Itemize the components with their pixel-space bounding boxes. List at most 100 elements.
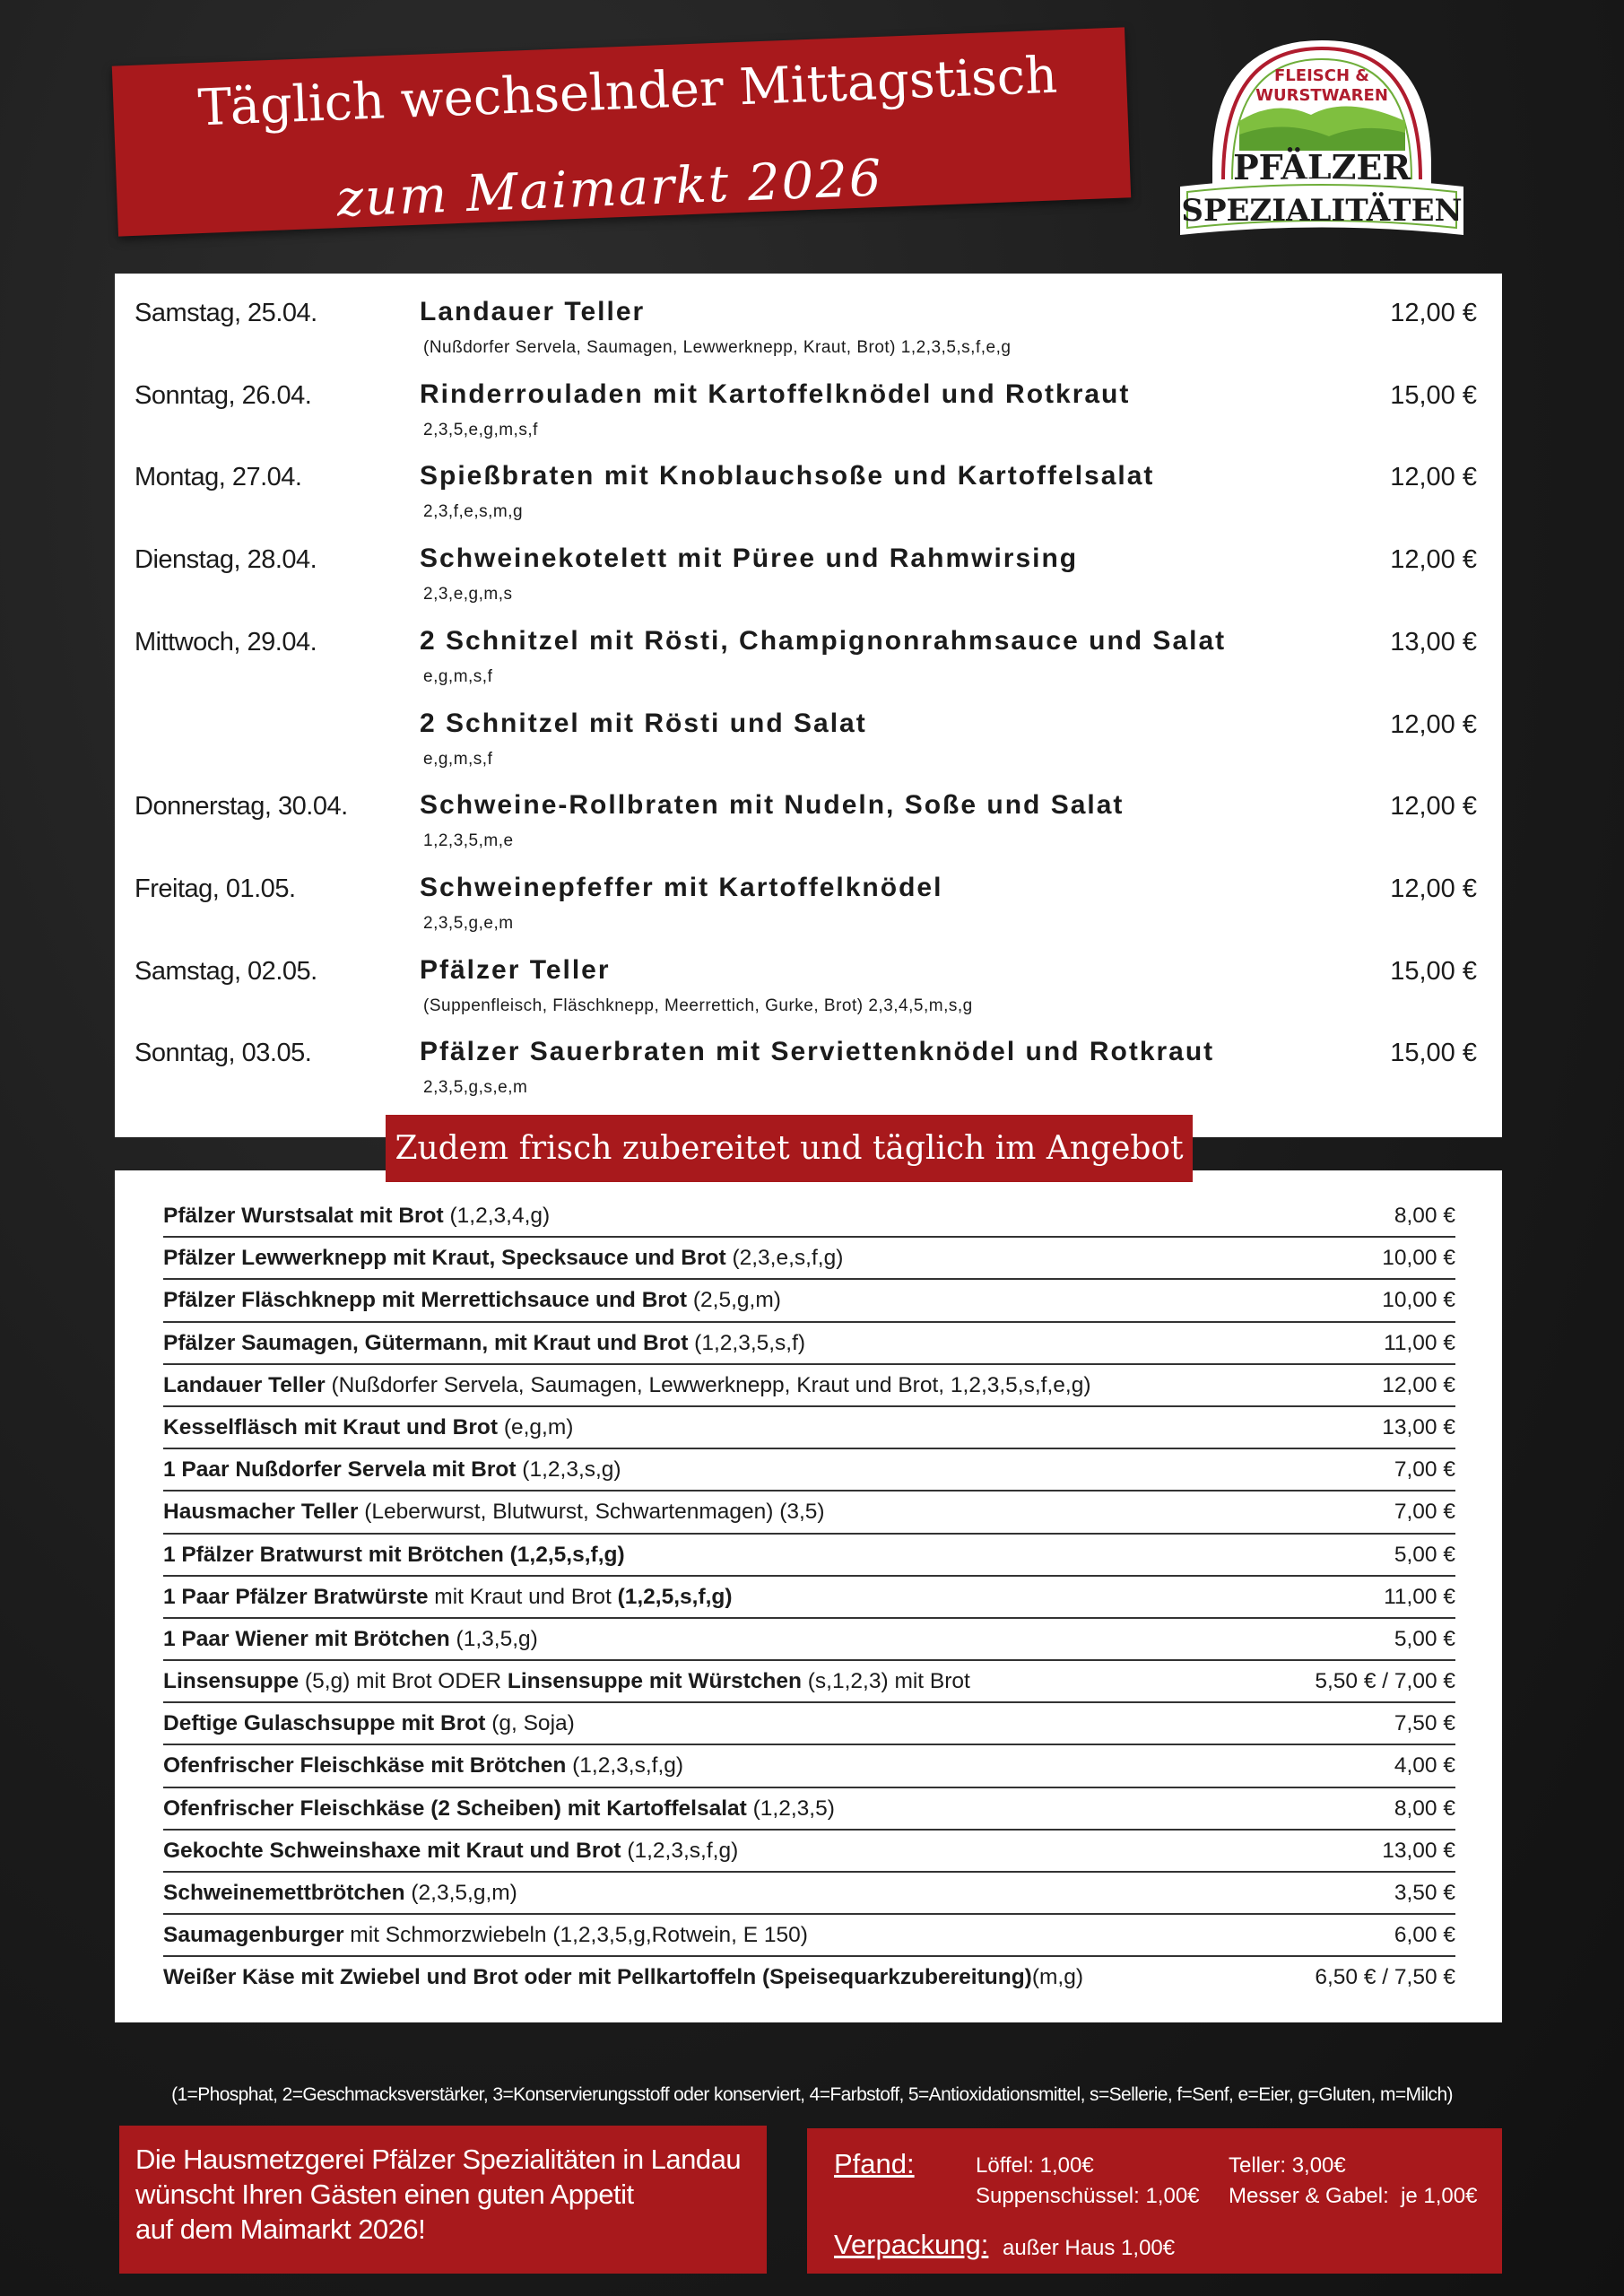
menu-item-name: 1 Pfälzer Bratwurst mit Brötchen (1,2,5,… xyxy=(163,1535,625,1575)
item-name-bold: Linsensuppe xyxy=(163,1669,300,1694)
day-date: Montag, 27.04. xyxy=(135,463,302,492)
item-name-bold: Pfälzer Lewwerknepp mit Kraut, Specksauc… xyxy=(163,1246,726,1271)
menu-item-name: Saumagenburger mit Schmorzwiebeln (1,2,3… xyxy=(163,1915,808,1955)
dish-name: Schweinepfeffer mit Kartoffelknödel xyxy=(420,872,943,902)
item-name-bold: 1 Paar Wiener mit Brötchen xyxy=(163,1626,450,1651)
dish-details: e,g,m,s,f xyxy=(423,666,493,686)
menu-item-name: Pfälzer Lewwerknepp mit Kraut, Specksauc… xyxy=(163,1238,843,1278)
dish-name: Rinderrouladen mit Kartoffelknödel und R… xyxy=(420,378,1131,409)
menu-item-price: 13,00 € xyxy=(1382,1414,1455,1439)
menu-item-name: 1 Paar Nußdorfer Servela mit Brot (1,2,3… xyxy=(163,1449,621,1490)
item-allergens: (1,3,5,g) xyxy=(449,1626,538,1651)
menu-item: Schweinemettbrötchen (2,3,5,g,m) 3,50 € xyxy=(163,1873,1455,1916)
day-date: Dienstag, 28.04. xyxy=(135,545,317,575)
item-name-bold: Pfälzer Wurstsalat mit Brot xyxy=(163,1204,444,1228)
menu-item-price: 11,00 € xyxy=(1384,1584,1455,1609)
menu-item: Deftige Gulaschsuppe mit Brot (g, Soja) 7… xyxy=(163,1703,1455,1746)
day-date: Samstag, 02.05. xyxy=(135,956,317,986)
item-name-bold: Saumagenburger xyxy=(163,1923,344,1948)
dish-details: 2,3,f,e,s,m,g xyxy=(423,502,524,522)
menu-item: Hausmacher Teller (Leberwurst, Blutwurst… xyxy=(163,1492,1455,1535)
item-name-bold: Pfälzer Saumagen, Gütermann, mit Kraut u… xyxy=(163,1330,689,1355)
allergen-legend: (1=Phosphat, 2=Geschmacksverstärker, 3=K… xyxy=(171,2084,1453,2105)
menu-item-name: Ofenfrischer Fleischkäse (2 Scheiben) mi… xyxy=(163,1788,835,1829)
dish-price: 13,00 € xyxy=(1390,627,1477,657)
menu-item-name: Ofenfrischer Fleischkäse mit Brötchen (1… xyxy=(163,1745,683,1786)
dish-price: 12,00 € xyxy=(1390,299,1477,327)
dish-price: 12,00 € xyxy=(1390,545,1477,575)
day-date: Donnerstag, 30.04. xyxy=(135,792,348,822)
dish-price: 15,00 € xyxy=(1390,1039,1477,1068)
menu-item-price: 4,00 € xyxy=(1394,1753,1455,1779)
item-allergens: (1,2,3,s,g) xyxy=(516,1457,621,1483)
menu-item-name: 1 Paar Pfälzer Bratwürste mit Kraut und … xyxy=(163,1577,733,1617)
menu-item-name: Pfälzer Fläschknepp mit Merrettichsauce … xyxy=(163,1280,781,1320)
daily-menu-row: Donnerstag, 30.04. Schweine-Rollbraten mi… xyxy=(135,767,1477,851)
dish-name: Pfälzer Teller xyxy=(420,954,611,985)
menu-item-price: 10,00 € xyxy=(1382,1246,1455,1271)
item-name-bold: Landauer Teller xyxy=(163,1372,326,1397)
item-allergens: (Leberwurst, Blutwurst, Schwartenmagen) … xyxy=(358,1500,825,1525)
dish-details: 1,2,3,5,m,e xyxy=(423,831,514,851)
item-allergens: mit Kraut und Brot xyxy=(428,1584,618,1609)
daily-menu-row: Sonntag, 26.04. Rinderrouladen mit Kartof… xyxy=(135,356,1477,439)
dish-details: 2,3,5,e,g,m,s,f xyxy=(423,420,538,439)
menu-item-price: 10,00 € xyxy=(1382,1288,1455,1313)
standard-menu-list: Pfälzer Wurstsalat mit Brot (1,2,3,4,g) 8… xyxy=(163,1196,1455,2000)
menu-item-price: 12,00 € xyxy=(1382,1372,1455,1397)
dish-name: Schweinekotelett mit Püree und Rahmwirsi… xyxy=(420,544,1079,574)
menu-item-name: Linsensuppe (5,g) mit Brot ODER Linsensu… xyxy=(163,1661,970,1701)
dish-name: 2 Schnitzel mit Rösti, Champignonrahmsau… xyxy=(420,625,1227,656)
menu-item-price: 5,50 € / 7,00 € xyxy=(1315,1669,1455,1694)
item-allergens: (5,g) mit Brot ODER xyxy=(299,1669,508,1694)
dish-name: Landauer Teller xyxy=(420,297,646,326)
menu-item: Saumagenburger mit Schmorzwiebeln (1,2,3… xyxy=(163,1915,1455,1958)
day-date: Mittwoch, 29.04. xyxy=(135,627,317,657)
item-allergens: (g, Soja) xyxy=(485,1711,575,1736)
greeting-line: wünscht Ihren Gästen einen guten Appetit xyxy=(135,2179,634,2210)
item-name-bold: Linsensuppe mit Würstchen xyxy=(507,1669,802,1694)
daily-menu-panel: Samstag, 25.04. Landauer Teller (Nußdorfer… xyxy=(115,274,1502,1137)
item-name-bold: Weißer Käse mit Zwiebel und Brot oder mi… xyxy=(163,1965,1032,1990)
dish-name: 2 Schnitzel mit Rösti und Salat xyxy=(420,708,867,738)
item-allergens: (m,g) xyxy=(1031,1965,1083,1990)
dish-price: 15,00 € xyxy=(1390,956,1477,986)
menu-item: 1 Paar Wiener mit Brötchen (1,3,5,g) 5,00… xyxy=(163,1619,1455,1662)
greeting-box: Die Hausmetzgerei Pfälzer Spezialitäten … xyxy=(119,2126,767,2274)
menu-item-name: Deftige Gulaschsuppe mit Brot (g, Soja) xyxy=(163,1703,575,1744)
menu-item: Weißer Käse mit Zwiebel und Brot oder mi… xyxy=(163,1957,1455,1999)
dish-details: (Nußdorfer Servela, Saumagen, Lewwerknep… xyxy=(423,338,1012,357)
dish-price: 12,00 € xyxy=(1390,874,1477,903)
day-date: Sonntag, 03.05. xyxy=(135,1039,312,1068)
dish-name: Spießbraten mit Knoblauchsoße und Kartof… xyxy=(420,461,1155,491)
menu-item-price: 5,00 € xyxy=(1394,1542,1455,1567)
daily-menu-row: Dienstag, 28.04. Schweinekotelett mit Pür… xyxy=(135,520,1477,604)
brand-logo: FLEISCH & WURSTWAREN PFÄLZER SPEZIALITÄT… xyxy=(1180,40,1463,235)
item-allergens: mit Schmorzwiebeln (1,2,3,5,g,Rotwein, E… xyxy=(343,1923,808,1948)
deposit-box: Pfand: Löffel: 1,00€ Teller: 3,00€ Suppe… xyxy=(807,2128,1502,2274)
item-name-bold: Kesselfläsch mit Kraut und Brot xyxy=(163,1414,499,1439)
menu-item-name: Pfälzer Wurstsalat mit Brot (1,2,3,4,g) xyxy=(163,1196,550,1236)
daily-menu-row: Montag, 27.04. Spießbraten mit Knoblauchs… xyxy=(135,438,1477,522)
menu-item-name: Pfälzer Saumagen, Gütermann, mit Kraut u… xyxy=(163,1323,805,1363)
item-allergens: (1,2,3,s,f,g) xyxy=(566,1753,684,1779)
svg-text:SPEZIALITÄTEN: SPEZIALITÄTEN xyxy=(1181,192,1462,229)
menu-item: Linsensuppe (5,g) mit Brot ODER Linsensu… xyxy=(163,1661,1455,1704)
item-name-bold: Ofenfrischer Fleischkäse mit Brötchen xyxy=(163,1753,567,1779)
menu-item-price: 3,50 € xyxy=(1394,1881,1455,1905)
dish-details: e,g,m,s,f xyxy=(423,749,493,769)
menu-item: Pfälzer Wurstsalat mit Brot (1,2,3,4,g) 8… xyxy=(163,1196,1455,1239)
item-name-bold: Pfälzer Fläschknepp mit Merrettichsauce … xyxy=(163,1288,688,1313)
menu-item-price: 6,50 € / 7,50 € xyxy=(1315,1965,1455,1990)
menu-item: Landauer Teller (Nußdorfer Servela, Saum… xyxy=(163,1365,1455,1407)
daily-menu-row: Samstag, 25.04. Landauer Teller (Nußdorfer… xyxy=(135,274,1477,357)
item-name-bold: Ofenfrischer Fleischkäse (2 Scheiben) mi… xyxy=(163,1796,747,1821)
dish-price: 12,00 € xyxy=(1390,463,1477,492)
menu-item-price: 7,50 € xyxy=(1394,1711,1455,1736)
menu-item-price: 8,00 € xyxy=(1394,1204,1455,1228)
menu-item: Gekochte Schweinshaxe mit Kraut und Brot… xyxy=(163,1831,1455,1873)
menu-item-name: Weißer Käse mit Zwiebel und Brot oder mi… xyxy=(163,1957,1083,1999)
deposit-bowl: Suppenschüssel: 1,00€ xyxy=(976,2184,1200,2208)
deposit-label: Pfand: xyxy=(834,2148,915,2179)
item-allergens: (2,3,e,s,f,g) xyxy=(725,1246,844,1271)
